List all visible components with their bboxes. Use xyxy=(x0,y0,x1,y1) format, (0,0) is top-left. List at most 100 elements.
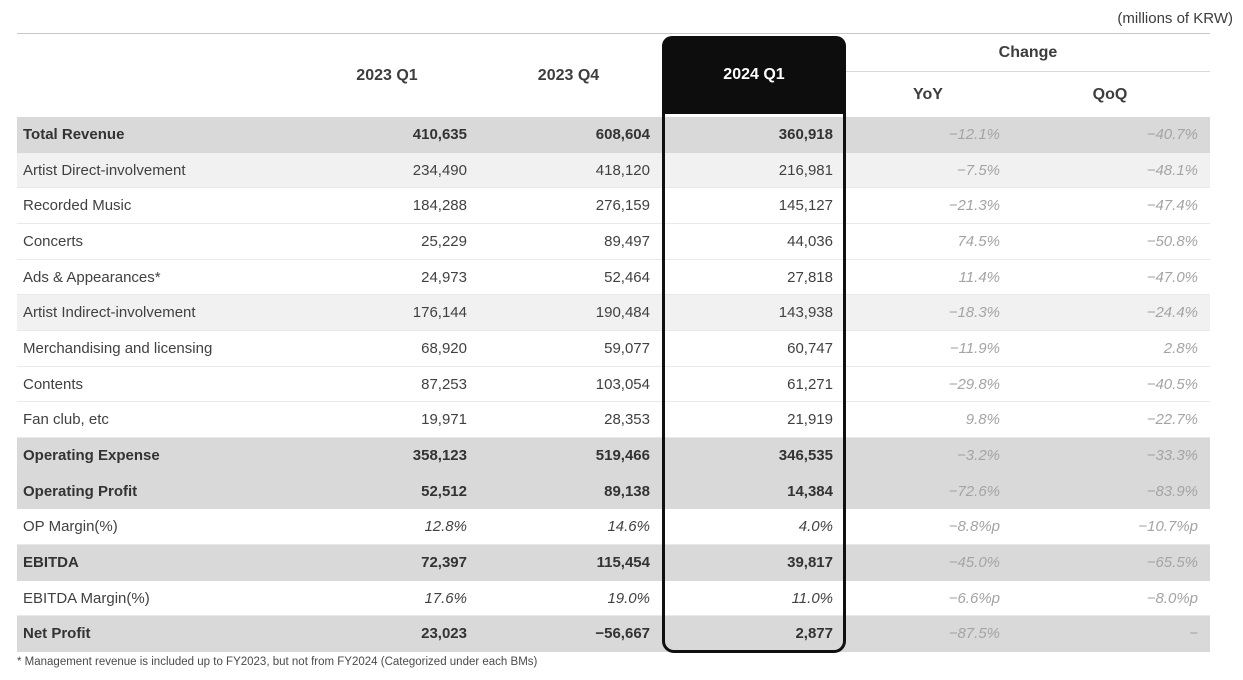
cell-2023q4: 28,353 xyxy=(604,411,650,429)
cell-2023q4: 14.6% xyxy=(607,518,650,536)
cell-yoy: 74.5% xyxy=(957,232,1000,250)
cell-2024q1: 360,918 xyxy=(778,126,833,143)
cell-yoy: −6.6%p xyxy=(948,589,1000,607)
cell-yoy: 9.8% xyxy=(965,411,1000,429)
cell-2023q1: 184,288 xyxy=(412,197,467,215)
cell-label: Concerts xyxy=(23,232,84,250)
table-row: EBITDA Margin(%) 17.6% 19.0% 11.0% −6.6%p −8.… xyxy=(17,580,1210,617)
cell-label: Merchandising and licensing xyxy=(23,339,213,357)
cell-2023q1: 25,229 xyxy=(421,232,467,250)
cell-2023q1: 358,123 xyxy=(412,446,467,464)
cell-qoq: − xyxy=(1189,625,1198,643)
cell-qoq: −47.0% xyxy=(1146,268,1198,286)
cell-2023q1: 24,973 xyxy=(421,268,467,286)
cell-2023q1: 19,971 xyxy=(421,411,467,429)
cell-label: Recorded Music xyxy=(23,197,132,215)
cell-qoq: 2.8% xyxy=(1163,339,1198,357)
table-row: EBITDA 72,397 115,454 39,817 −45.0% −65.5% xyxy=(17,544,1210,581)
cell-label: Operating Profit xyxy=(23,482,138,500)
table-header: 2023 Q1 2023 Q4 Change YoY QoQ xyxy=(17,33,1210,117)
cell-2023q4: 608,604 xyxy=(595,126,650,143)
cell-yoy: −87.5% xyxy=(948,625,1000,643)
cell-qoq: −10.7%p xyxy=(1138,518,1198,536)
cell-yoy: −12.1% xyxy=(948,126,1000,143)
cell-label: Artist Direct-involvement xyxy=(23,161,186,179)
cell-2024q1: 60,747 xyxy=(787,339,833,357)
cell-label: Ads & Appearances* xyxy=(23,268,161,286)
cell-2023q1: 23,023 xyxy=(421,625,467,643)
cell-label: Total Revenue xyxy=(23,126,125,143)
cell-2023q1: 72,397 xyxy=(421,553,467,571)
header-change: Change xyxy=(846,34,1210,72)
cell-label: Artist Indirect-involvement xyxy=(23,304,196,322)
cell-qoq: −40.7% xyxy=(1146,126,1198,143)
table-row: Operating Expense 358,123 519,466 346,535 −3… xyxy=(17,437,1210,474)
table-row: Artist Direct-involvement 234,490 418,120 2… xyxy=(17,152,1210,189)
table-row: Net Profit 23,023 −56,667 2,877 −87.5% − xyxy=(17,616,1210,652)
cell-2024q1: 216,981 xyxy=(778,161,833,179)
cell-2024q1: 4.0% xyxy=(798,518,833,536)
cell-2024q1: 2,877 xyxy=(795,625,833,643)
cell-yoy: −29.8% xyxy=(948,375,1000,393)
table-row: Artist Indirect-involvement 176,144 190,48… xyxy=(17,295,1210,331)
cell-2023q1: 410,635 xyxy=(412,126,467,143)
cell-2023q1: 68,920 xyxy=(421,339,467,357)
cell-qoq: −50.8% xyxy=(1146,232,1198,250)
cell-yoy: −8.8%p xyxy=(948,518,1000,536)
table-body: Total Revenue 410,635 608,604 360,918 −12.1%… xyxy=(17,117,1210,652)
cell-label: EBITDA xyxy=(23,553,79,571)
cell-label: Operating Expense xyxy=(23,446,160,464)
table-row: Operating Profit 52,512 89,138 14,384 −72.6%… xyxy=(17,473,1210,510)
table-row: Concerts 25,229 89,497 44,036 74.5% −50.8% xyxy=(17,223,1210,260)
cell-yoy: −72.6% xyxy=(948,482,1000,500)
cell-2023q4: 19.0% xyxy=(607,589,650,607)
cell-qoq: −8.0%p xyxy=(1146,589,1198,607)
cell-2023q4: 89,497 xyxy=(604,232,650,250)
cell-2023q1: 176,144 xyxy=(412,304,467,322)
cell-qoq: −24.4% xyxy=(1146,304,1198,322)
cell-label: Contents xyxy=(23,375,84,393)
cell-qoq: −47.4% xyxy=(1146,197,1198,215)
cell-label: Net Profit xyxy=(23,625,91,643)
cell-label: EBITDA Margin(%) xyxy=(23,589,150,607)
cell-2023q4: 103,054 xyxy=(595,375,650,393)
cell-qoq: −65.5% xyxy=(1146,553,1198,571)
table-row: OP Margin(%) 12.8% 14.6% 4.0% −8.8%p −10.7%p xyxy=(17,509,1210,545)
header-yoy: YoY xyxy=(913,86,943,103)
cell-qoq: −22.7% xyxy=(1146,411,1198,429)
cell-2024q1: 61,271 xyxy=(787,375,833,393)
table-row: Merchandising and licensing 68,920 59,077 6… xyxy=(17,330,1210,367)
cell-2023q4: 190,484 xyxy=(595,304,650,322)
cell-2024q1: 14,384 xyxy=(787,482,833,500)
cell-2024q1: 11.0% xyxy=(791,589,833,607)
cell-yoy: −3.2% xyxy=(957,446,1000,464)
cell-2023q1: 234,490 xyxy=(412,161,467,179)
table-row: Contents 87,253 103,054 61,271 −29.8% −40.5% xyxy=(17,366,1210,403)
cell-yoy: −7.5% xyxy=(957,161,1000,179)
cell-label: OP Margin(%) xyxy=(23,518,118,536)
cell-qoq: −40.5% xyxy=(1146,375,1198,393)
unit-note: (millions of KRW) xyxy=(1117,10,1233,27)
header-2023q4: 2023 Q4 xyxy=(537,67,600,84)
table-row: Fan club, etc 19,971 28,353 21,919 9.8% −22.7… xyxy=(17,402,1210,438)
cell-2024q1: 145,127 xyxy=(778,197,833,215)
header-qoq: QoQ xyxy=(1092,86,1128,103)
table-row: Ads & Appearances* 24,973 52,464 27,818 11.4… xyxy=(17,259,1210,296)
header-2024q1: 2024 Q1 xyxy=(662,36,846,114)
cell-2023q4: 89,138 xyxy=(604,482,650,500)
cell-2024q1: 44,036 xyxy=(787,232,833,250)
cell-2023q1: 12.8% xyxy=(424,518,467,536)
cell-2024q1: 21,919 xyxy=(787,411,833,429)
cell-2023q4: 52,464 xyxy=(604,268,650,286)
cell-yoy: −18.3% xyxy=(948,304,1000,322)
cell-2023q4: −56,667 xyxy=(595,625,650,643)
cell-2024q1: 39,817 xyxy=(787,553,833,571)
cell-2023q1: 52,512 xyxy=(421,482,467,500)
cell-qoq: −48.1% xyxy=(1146,161,1198,179)
footnote: * Management revenue is included up to F… xyxy=(17,656,538,668)
cell-2023q4: 115,454 xyxy=(596,553,650,571)
cell-yoy: −11.9% xyxy=(949,339,1000,357)
header-2023q1: 2023 Q1 xyxy=(356,67,418,84)
cell-2024q1: 143,938 xyxy=(778,304,833,322)
cell-2024q1: 346,535 xyxy=(778,446,833,464)
